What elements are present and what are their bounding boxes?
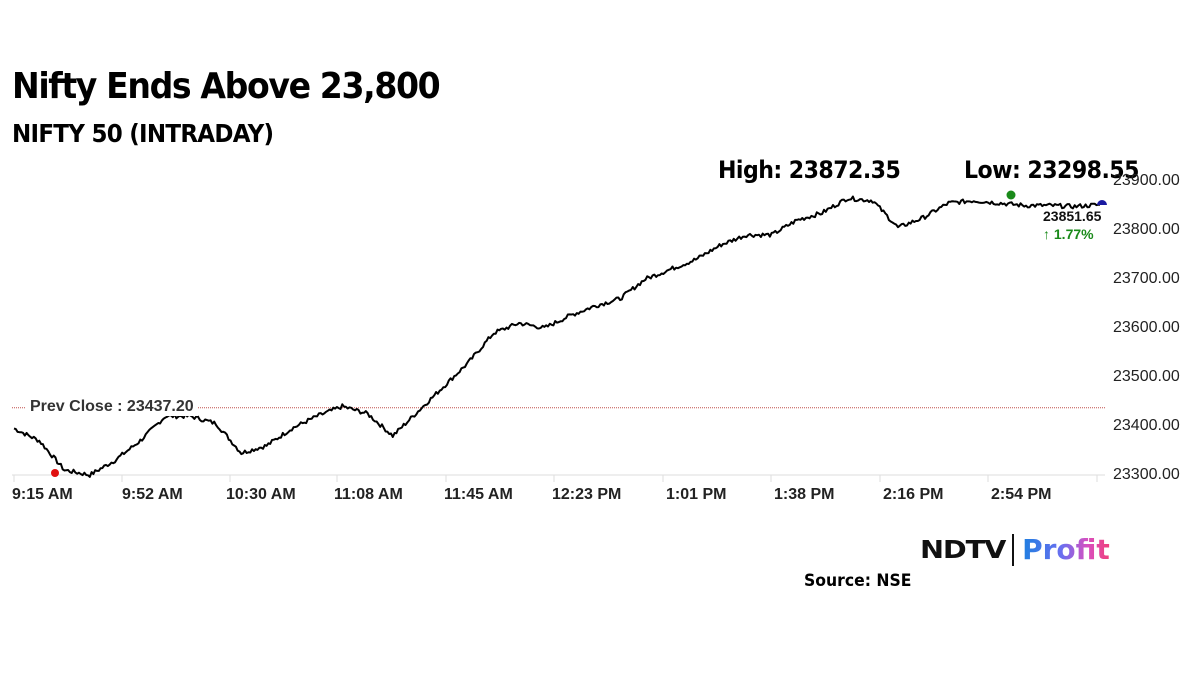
y-tick: 23900.00 (1113, 172, 1180, 189)
high-marker (1006, 190, 1016, 200)
source-note: Source: NSE (804, 571, 912, 591)
x-tick: 9:52 AM (122, 486, 183, 503)
low-label: Low: 23298.55 (964, 156, 1139, 184)
last-marker (1097, 200, 1107, 205)
x-tick: 2:54 PM (991, 486, 1052, 503)
x-tick: 1:38 PM (774, 486, 835, 503)
x-ticks (13, 475, 1098, 482)
y-tick: 23600.00 (1113, 319, 1180, 336)
last-value: 23851.65 (1043, 208, 1102, 224)
y-tick: 23500.00 (1113, 368, 1180, 385)
x-tick: 9:15 AM (12, 486, 73, 503)
ndtv-profit-logo: NDTV Profit (920, 533, 1110, 566)
low-marker (51, 469, 59, 477)
price-line (13, 195, 1100, 478)
logo-profit: Profit (1022, 533, 1110, 566)
x-tick: 11:08 AM (334, 486, 403, 503)
y-tick: 23400.00 (1113, 417, 1180, 434)
change-percent: ↑ 1.77% (1043, 226, 1094, 242)
y-tick: 23800.00 (1113, 221, 1180, 238)
y-tick: 23700.00 (1113, 270, 1180, 287)
x-tick: 2:16 PM (883, 486, 944, 503)
x-tick: 12:23 PM (552, 486, 622, 503)
x-tick: 10:30 AM (226, 486, 296, 503)
high-label: High: 23872.35 (718, 156, 901, 184)
y-tick: 23300.00 (1113, 466, 1180, 483)
x-tick: 11:45 AM (444, 486, 513, 503)
prev-close-label: Prev Close : 23437.20 (26, 398, 198, 416)
x-tick: 1:01 PM (666, 486, 727, 503)
logo-ndtv: NDTV (920, 535, 1006, 564)
logo-divider (1012, 533, 1015, 566)
chart-subtitle: NIFTY 50 (INTRADAY) (12, 119, 274, 148)
chart-title: Nifty Ends Above 23,800 (12, 66, 441, 107)
